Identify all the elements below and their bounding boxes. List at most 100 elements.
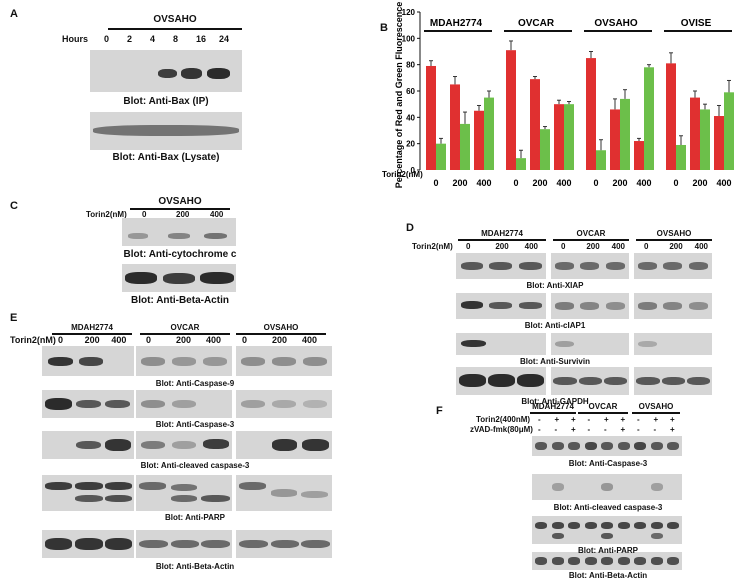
blot-band <box>568 521 580 529</box>
panel-e-dose: 200 <box>84 335 100 345</box>
blot-band <box>44 398 73 410</box>
blot-f-row2 <box>532 516 682 544</box>
blot-e-row2-group2 <box>236 431 332 459</box>
panel-d-dose: 200 <box>495 242 509 251</box>
chart-bar-green <box>540 129 550 170</box>
blot-d-row2-group2 <box>634 333 712 355</box>
blot-band <box>47 356 74 366</box>
panel-d-dose: 400 <box>524 242 539 251</box>
caption-f-2: Blot: Anti-PARP <box>578 546 638 555</box>
blot-band <box>140 440 165 450</box>
chart-bar-red <box>714 116 724 170</box>
blot-band <box>158 68 177 79</box>
panel-f-group-2: OVSAHO <box>638 402 674 411</box>
panel-e-dose: 0 <box>146 335 152 345</box>
chart-bar-red <box>474 110 484 170</box>
blot-e-row2-group0 <box>42 431 134 459</box>
chart-y-tick-label: 20 <box>406 140 415 149</box>
panel-d-dose: 400 <box>694 242 709 251</box>
panel-f-group-line <box>632 412 680 414</box>
blot-band <box>688 302 709 310</box>
blot-band <box>460 262 483 270</box>
chart-dose-label: 200 <box>452 178 467 188</box>
blot-d-row0-group2 <box>634 253 712 279</box>
blot-band <box>551 532 564 539</box>
panel-d-dose: 0 <box>644 242 649 251</box>
panel-f-group-line <box>578 412 628 414</box>
blot-d-row2-group0 <box>456 333 546 355</box>
panel-d-dose: 0 <box>561 242 566 251</box>
chart-y-axis-label: Percentage of Red and Green Fluorescence <box>394 2 404 189</box>
chart-bar-green <box>620 98 630 170</box>
blot-band <box>605 262 626 270</box>
blot-band <box>301 491 329 499</box>
blot-d-row3-group0 <box>456 367 546 395</box>
blot-band <box>93 125 239 136</box>
panel-f-label: F <box>436 405 443 417</box>
blot-e-row0-group0 <box>42 346 134 376</box>
blot-f-row1 <box>532 474 682 500</box>
chart-bar-red <box>690 97 700 170</box>
chart-bar-green <box>460 123 470 170</box>
blot-band <box>75 538 103 550</box>
blot-band <box>167 233 191 239</box>
blot-e-row1-group0 <box>42 390 134 418</box>
caption-f-0: Blot: Anti-Caspase-3 <box>568 459 648 468</box>
blot-band <box>617 442 630 450</box>
blot-band <box>519 302 542 309</box>
blot-band <box>271 439 298 451</box>
blot-band <box>535 521 547 529</box>
panel-f-row2-label: zVAD-fmk(80μM) <box>470 425 533 434</box>
panel-f-row2-sign: + <box>620 425 626 434</box>
panel-e-group-2: OVSAHO <box>263 323 299 332</box>
caption-c-2: Blot: Anti-Beta-Actin <box>131 295 229 306</box>
panel-a-hour-1: 2 <box>127 34 133 44</box>
blot-e-row3-group2 <box>236 475 332 511</box>
blot-e-row3-group0 <box>42 475 134 511</box>
blot-band <box>458 374 486 387</box>
chart-dose-label: 400 <box>716 178 731 188</box>
blot-band <box>688 262 709 270</box>
caption-a-2: Blot: Anti-Bax (Lysate) <box>112 152 220 163</box>
blot-band <box>138 482 166 491</box>
blot-band <box>460 339 486 348</box>
panel-e-group-1: OVCAR <box>170 323 200 332</box>
blot-band <box>170 484 198 492</box>
blot-band <box>171 440 196 450</box>
blot-band <box>601 442 613 450</box>
blot-band <box>171 399 196 409</box>
blot-band <box>687 376 711 386</box>
blot-band <box>75 494 103 502</box>
panel-e-group-line <box>52 333 132 335</box>
blot-band <box>271 399 296 409</box>
panel-e-group-line <box>140 333 230 335</box>
blot-band <box>203 439 230 450</box>
blot-band <box>240 399 265 409</box>
panel-a-hour-0: 0 <box>104 34 110 44</box>
blot-band <box>199 272 234 284</box>
blot-band <box>105 439 132 451</box>
panel-f-row2-sign: - <box>653 425 657 434</box>
panel-e-dose: 400 <box>111 335 127 345</box>
panel-c-header: OVSAHO <box>158 196 202 207</box>
panel-e-dose: 400 <box>302 335 318 345</box>
panel-e-group-0: MDAH2774 <box>71 323 113 332</box>
panel-a-label: A <box>10 8 18 20</box>
chart-dose-label: 400 <box>636 178 651 188</box>
caption-e-1: Blot: Anti-Caspase-3 <box>155 420 235 429</box>
panel-b-chart: Percentage of Red and Green Fluorescence… <box>382 2 734 189</box>
blot-band <box>662 302 683 310</box>
blot-a-bax-lysate <box>90 112 242 150</box>
blot-band <box>271 356 296 366</box>
caption-d-1: Blot: Anti-cIAP1 <box>524 321 586 330</box>
blot-c-actin <box>122 264 236 292</box>
panel-a-hour-5: 24 <box>219 34 230 44</box>
blot-band <box>601 521 613 529</box>
blot-band <box>579 302 600 310</box>
panel-d-group-line <box>553 239 629 241</box>
blot-a-bax-ip <box>90 50 242 92</box>
chart-dose-label: 0 <box>513 178 518 188</box>
blot-band <box>104 482 133 491</box>
chart-bar-red <box>506 50 516 170</box>
panel-f-row1-sign: - <box>587 415 591 424</box>
